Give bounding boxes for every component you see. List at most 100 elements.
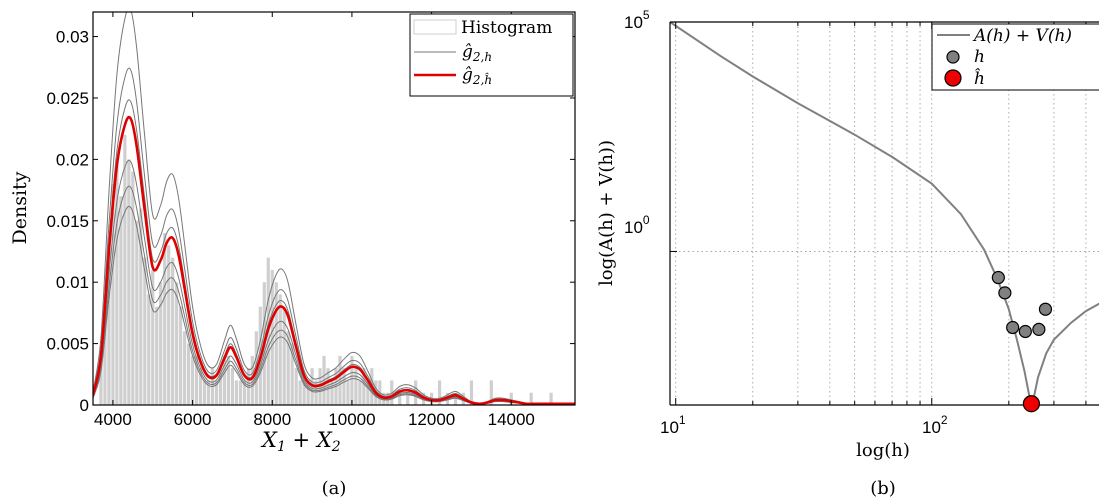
histogram-bar [147,294,151,405]
svg-text:ĝ2,ĥ: ĝ2,ĥ [462,65,492,87]
histogram-bar [183,331,187,405]
histogram-bar [187,343,191,405]
histogram-bar [103,306,107,405]
histogram-bar [246,368,250,405]
panel-b-xlabel: log(h) [856,440,910,461]
candidate-point [1006,320,1020,335]
histogram-bar [406,392,410,405]
histogram-bar [167,245,171,405]
histogram-bar [238,380,242,405]
histogram-bar [222,355,227,405]
histogram-bar [290,343,294,405]
legend-curve-entry: A(h) + V(h) [937,26,1072,46]
selected-density-curve [93,115,575,405]
histogram-bar [115,159,119,405]
panel-b-points [991,270,1053,413]
histogram-bar [206,380,211,405]
x-tick-label: 4000 [94,410,132,429]
histogram-bar [198,368,203,405]
histogram-bar [151,269,155,405]
histogram-bar [294,368,298,405]
histogram-bar [326,368,330,405]
histogram-bar [342,368,346,405]
histogram-bar [175,282,179,405]
panel-a-legend: Histogram ĝ2,h ĝ2,ĥ [409,13,574,97]
histogram-bar [314,380,318,405]
legend-histogram-entry: Histogram [413,18,552,38]
panel-a-caption: (a) [322,478,347,499]
histogram-bar [330,380,334,405]
histogram-bar [190,355,195,405]
histogram-bar [302,380,306,405]
histogram-bar [346,380,350,405]
y-tick-label: 0 [80,396,89,415]
x-tick-label: 12000 [408,410,455,429]
svg-text:Histogram: Histogram [461,18,552,38]
svg-text:102: 102 [922,413,948,437]
histogram-bar [489,380,493,405]
panel-b-xtick-1e1: 101 [660,413,686,437]
cost-curve [670,22,1099,405]
panel-b-caption: (b) [870,478,896,499]
histogram-bar [202,380,207,405]
histogram-bar [250,355,254,405]
panel-b-ytick-1e0: 100 [624,213,650,237]
histogram-bar [218,368,223,405]
histogram-bar [179,306,183,405]
histogram-bar [282,306,286,405]
svg-text:X1 + X2: X1 + X2 [260,428,341,455]
legend-points-entry: h [946,47,985,67]
histogram-bar [354,368,358,405]
candidate-point [1018,324,1032,339]
x-tick-label: 8000 [253,410,291,429]
histogram-bar [135,220,139,405]
panel-b-xtick-1e2: 102 [922,413,948,437]
histogram-bar [529,392,533,405]
panel-a-selected-curve [93,115,575,405]
histogram-bar [107,245,111,405]
candidate-point [991,270,1005,285]
y-tick-label: 0.025 [46,89,89,108]
histogram-bar [437,380,442,405]
candidate-point [998,286,1012,300]
histogram-bar [270,269,274,405]
histogram-bar [123,134,127,405]
histogram-bar [306,380,310,405]
panel-a-x-ticks: 4000 6000 8000 10000 12000 14000 [94,12,535,429]
histogram-bar [127,159,131,405]
histogram-bar [214,380,219,405]
histogram-bar [549,392,553,405]
histogram-bar [278,294,282,405]
panel-b-ticks [670,21,1087,405]
histogram-bar [143,257,147,405]
y-tick-label: 0.005 [46,335,89,354]
histogram-bar [453,392,458,405]
histogram-bar [398,392,402,405]
selected-point [1022,395,1041,413]
histogram-bar [99,355,103,405]
candidate-point [1032,322,1046,336]
panel-a-y-ticks: 0 0.005 0.01 0.015 0.02 0.025 0.03 [46,28,575,415]
panel-b-legend: A(h) + V(h) h ĥ [931,23,1099,91]
svg-text:ĝ2,h: ĝ2,h [462,42,492,64]
histogram-bar [350,355,354,405]
histogram-bar [366,380,370,405]
y-tick-label: 0.02 [56,150,89,169]
y-tick-label: 0.015 [46,212,89,231]
histogram-bar [362,368,366,405]
panel-a: 4000 6000 8000 10000 12000 14000 0 0.005 0.01 0.… [9,11,576,499]
legend-thin-entry: ĝ2,h [414,42,492,64]
histogram-bar [469,380,474,405]
svg-text:A(h) + V(h): A(h) + V(h) [972,26,1072,46]
legend-selected-point-entry: ĥ [944,68,985,89]
histogram-bar [230,368,235,405]
svg-text:101: 101 [660,413,686,437]
histogram-bar [358,380,362,405]
histogram-bar [298,380,302,405]
panel-b-ylabel: log(A(h) + V(h)) [596,140,617,286]
histogram-bar [338,355,342,405]
histogram-bar [274,282,278,405]
svg-text:105: 105 [624,8,650,32]
candidate-point [1038,302,1053,316]
